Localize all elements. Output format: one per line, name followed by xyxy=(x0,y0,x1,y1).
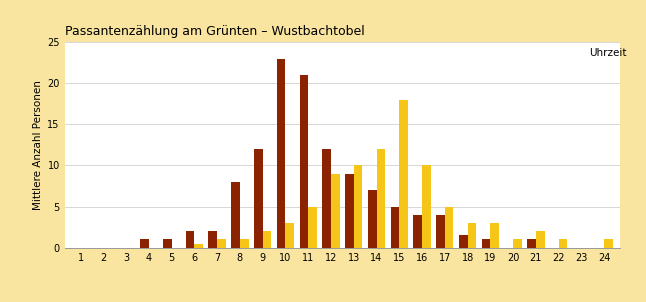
Bar xyxy=(300,75,308,248)
Bar xyxy=(604,239,613,248)
Bar xyxy=(468,223,476,248)
Bar xyxy=(459,235,468,248)
Bar xyxy=(482,239,490,248)
Bar xyxy=(194,243,203,248)
Bar xyxy=(399,100,408,248)
Bar xyxy=(286,223,294,248)
Bar xyxy=(559,239,567,248)
Bar xyxy=(391,207,399,248)
Bar xyxy=(345,174,354,248)
Bar xyxy=(536,231,545,248)
Bar xyxy=(513,239,522,248)
Bar xyxy=(240,239,249,248)
Bar xyxy=(322,149,331,248)
Y-axis label: Mittlere Anzahl Personen: Mittlere Anzahl Personen xyxy=(33,80,43,210)
Bar xyxy=(209,231,217,248)
Bar xyxy=(276,59,286,248)
Bar xyxy=(436,215,445,248)
Bar xyxy=(217,239,226,248)
Bar xyxy=(308,207,317,248)
Bar xyxy=(445,207,453,248)
Bar xyxy=(422,165,431,248)
Bar xyxy=(254,149,263,248)
Bar xyxy=(163,239,172,248)
Text: Uhrzeit: Uhrzeit xyxy=(589,48,627,58)
Bar xyxy=(354,165,362,248)
Text: Passantenzählung am Grünten – Wustbachtobel: Passantenzählung am Grünten – Wustbachto… xyxy=(65,25,364,38)
Bar xyxy=(231,182,240,248)
Bar xyxy=(263,231,271,248)
Bar xyxy=(527,239,536,248)
Bar xyxy=(413,215,422,248)
Bar xyxy=(490,223,499,248)
Bar xyxy=(331,174,340,248)
Bar xyxy=(186,231,194,248)
Bar xyxy=(377,149,385,248)
Bar xyxy=(368,190,377,248)
Bar xyxy=(140,239,149,248)
